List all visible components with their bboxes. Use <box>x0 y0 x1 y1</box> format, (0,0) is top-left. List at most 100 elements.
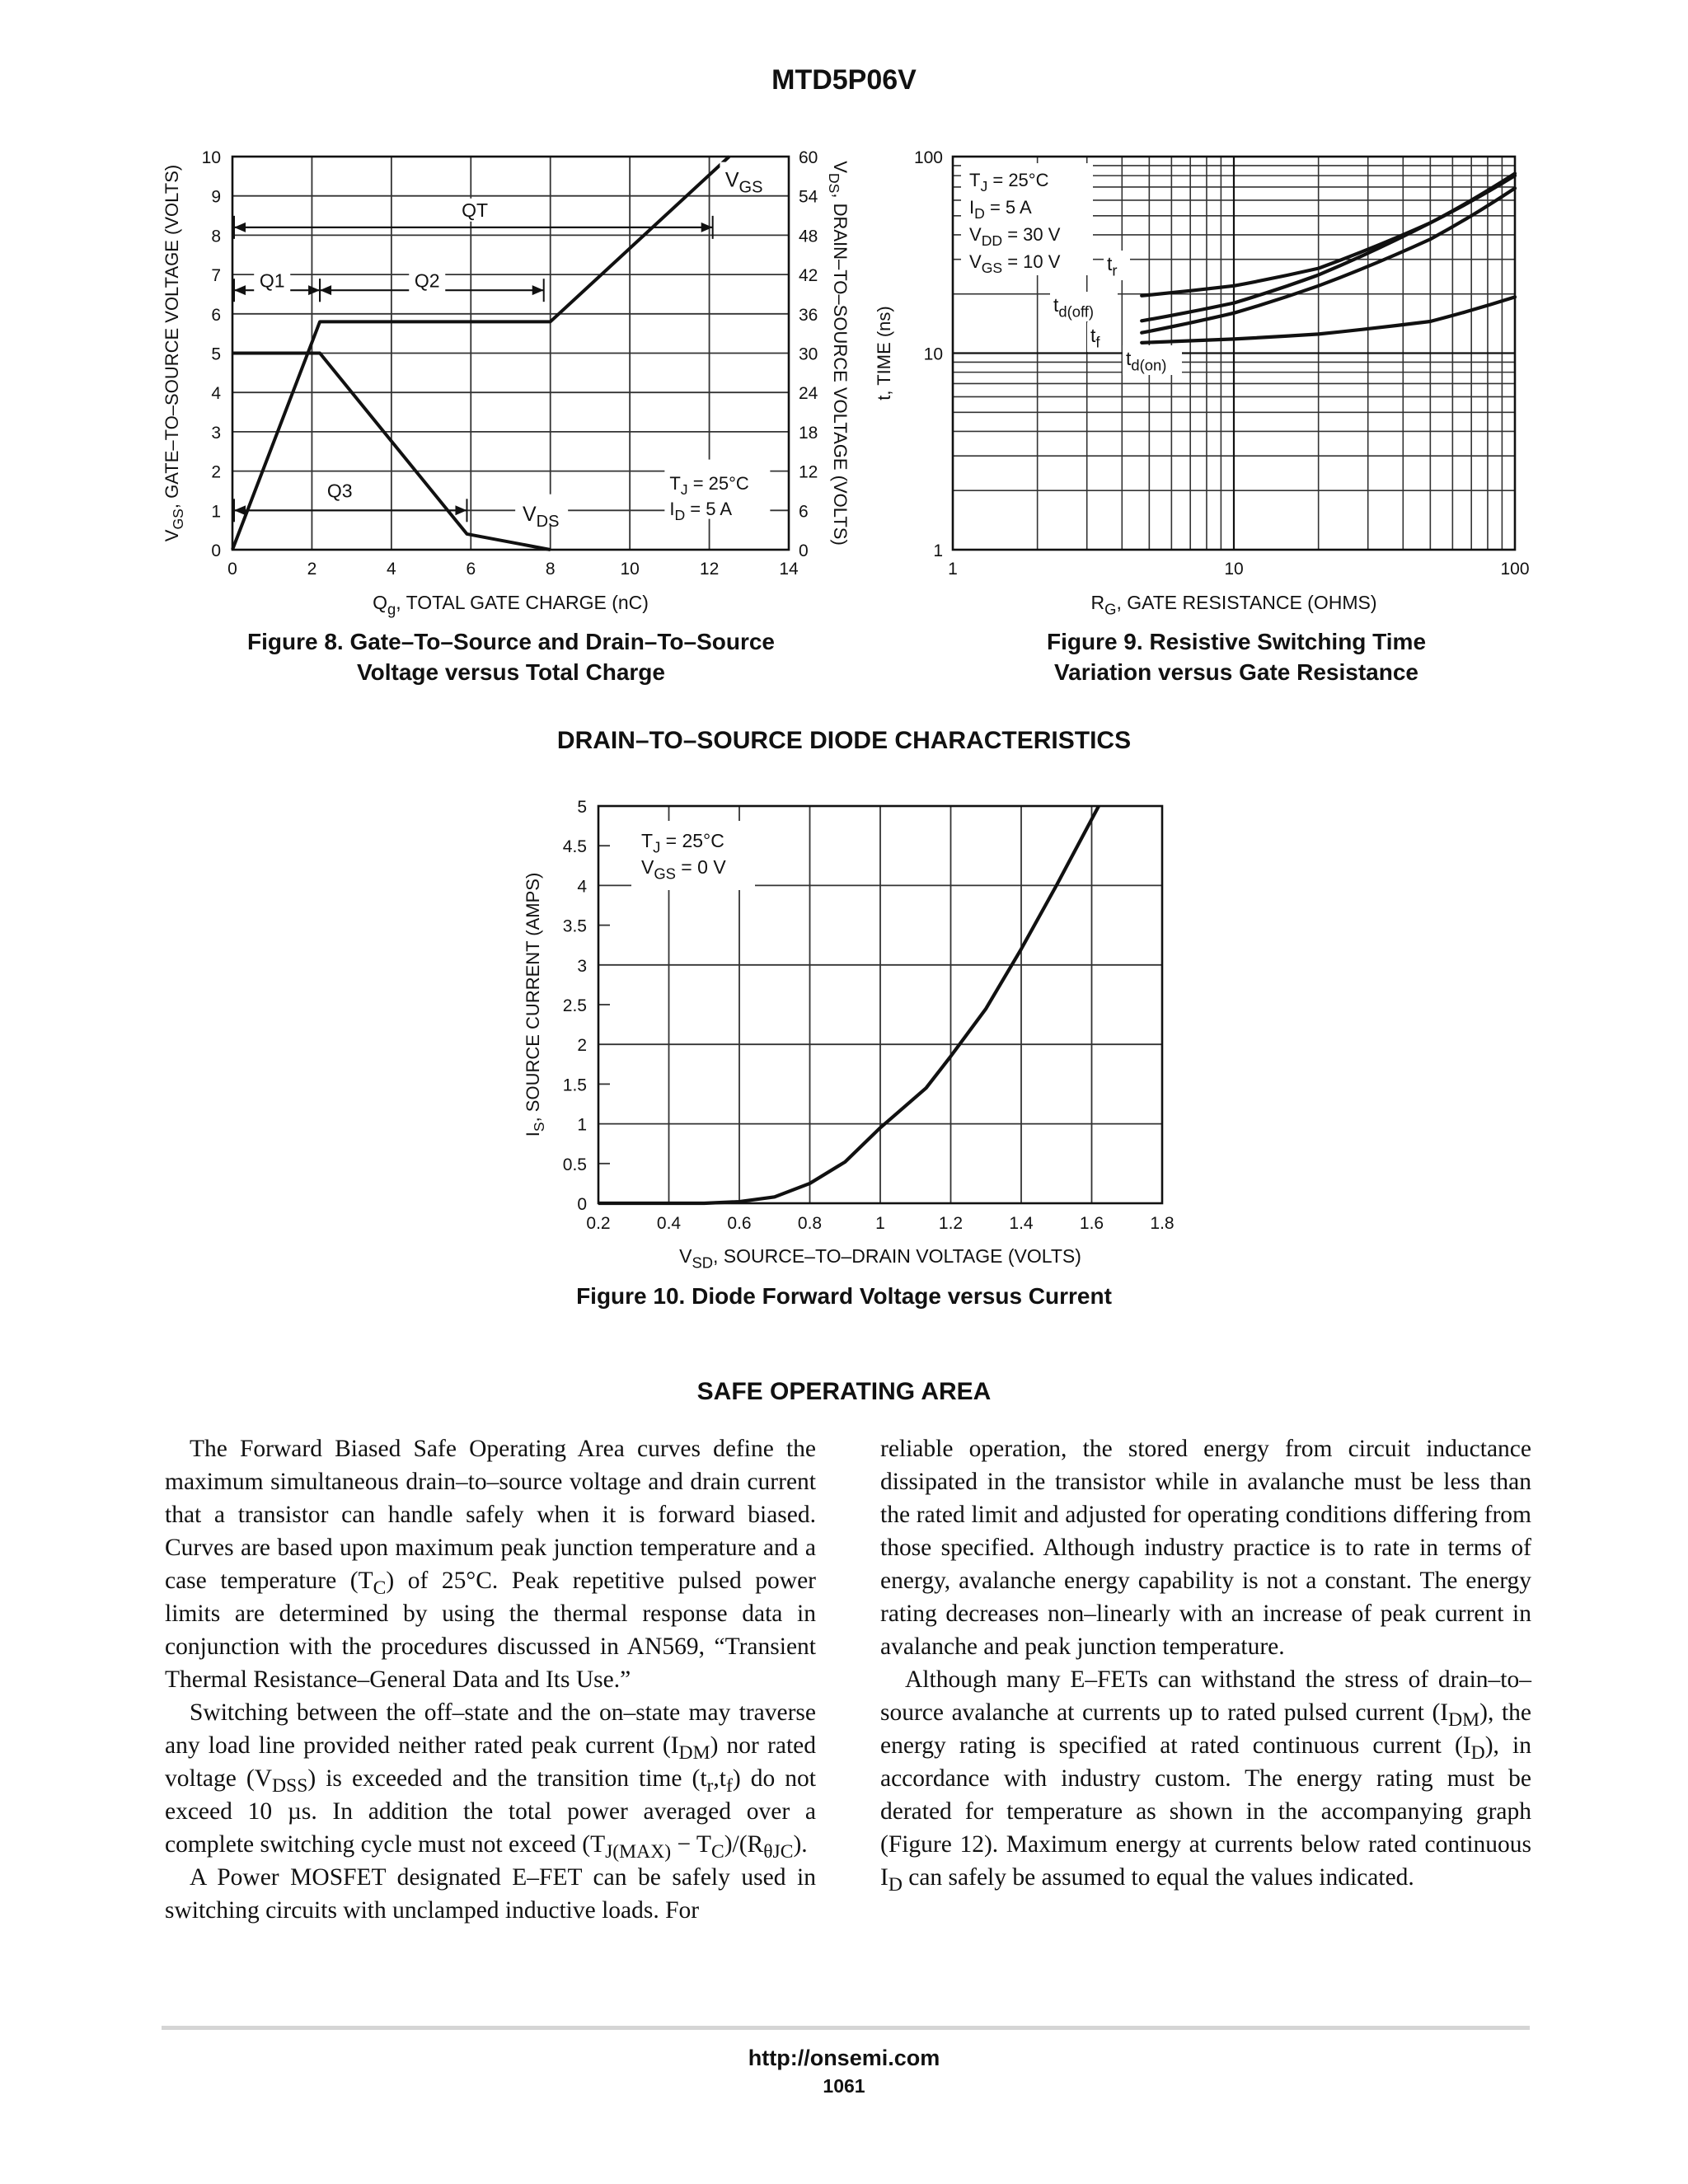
fig8-ytick-label: 8 <box>211 227 221 246</box>
soa-subscript: DSS <box>272 1774 308 1797</box>
fig8-series-vgs <box>231 155 731 551</box>
fig9-ytick-label: 10 <box>924 345 943 364</box>
fig8-cond-bg <box>664 459 771 519</box>
fig8-ytick-label: 5 <box>211 345 221 364</box>
figure9-caption-line1: Figure 9. Resistive Switching Time <box>1046 629 1427 654</box>
fig9-label-tr: tr <box>1107 253 1118 279</box>
fig8-label-vgs-bg <box>720 162 770 192</box>
fig8-label-q3: Q3 <box>327 480 353 501</box>
fig8-xtick-label: 8 <box>546 560 556 579</box>
fig8-ylabel-right: VDS, DRAIN–TO–SOURCE VOLTAGE (VOLTS) <box>826 161 851 546</box>
fig10-cond-1: VGS = 0 V <box>641 856 726 882</box>
diode-section-title: DRAIN–TO–SOURCE DIODE CHARACTERISTICS <box>556 727 1132 754</box>
fig10-xtick-label: 1.4 <box>1009 1214 1034 1233</box>
soa-paragraph: A Power MOSFET designated E–FET can be s… <box>165 1861 816 1927</box>
soa-paragraph: reliable operation, the stored energy fr… <box>880 1432 1531 1663</box>
soa-text: )/(R <box>724 1831 764 1858</box>
page-header-title: MTD5P06V <box>771 64 917 96</box>
footer-url: http://onsemi.com <box>748 2046 940 2070</box>
fig8-ytick-label: 0 <box>211 541 221 560</box>
fig9-ylabel: t, TIME (ns) <box>874 306 894 401</box>
fig10-ytick-label: 3.5 <box>563 917 587 936</box>
fig9-label-tdoff: td(off) <box>1053 294 1094 320</box>
soa-text: ). <box>793 1831 808 1858</box>
fig8-label-vds: VDS <box>523 503 559 531</box>
soa-subscript: D <box>888 1873 903 1896</box>
soa-text: ) do not exceed 10 µs. In addition the t… <box>165 1765 816 1858</box>
fig10-xtick-label: 0.2 <box>586 1214 610 1233</box>
fig10-xtick-label: 0.4 <box>657 1214 682 1233</box>
fig8-cond-tj: TJ = 25°C <box>669 473 749 498</box>
fig9-cond-0: TJ = 25°C <box>969 170 1049 194</box>
fig8-q1-arrow-head-right <box>308 285 321 296</box>
figure9-caption: Figure 9. Resistive Switching Time Varia… <box>923 626 1550 687</box>
fig8-xtick-label: 10 <box>620 560 639 579</box>
fig9-cond-1: ID = 5 A <box>969 197 1032 222</box>
soa-text: − T <box>671 1831 711 1858</box>
fig8-label-qt-bg <box>457 198 494 222</box>
fig9-xlabel: RG, GATE RESISTANCE (OHMS) <box>1091 592 1377 617</box>
fig9-cond-bg <box>961 163 1093 275</box>
fig8-xtick-label: 0 <box>227 560 237 579</box>
soa-text: ) nor rated voltage (V <box>165 1732 816 1792</box>
fig8-y2tick-label: 42 <box>799 266 818 285</box>
fig8-q3-arrow-head-right <box>455 505 467 516</box>
fig8-xtick-label: 2 <box>307 560 317 579</box>
fig8-ytick-label: 2 <box>211 463 221 482</box>
fig8-y2tick-label: 36 <box>799 306 818 325</box>
soa-text: Although many E–FETs can withstand the s… <box>880 1666 1531 1726</box>
fig8-y2tick-label: 30 <box>799 345 818 364</box>
soa-subscript: J(MAX) <box>605 1840 672 1863</box>
fig10-xtick-label: 0.6 <box>727 1214 751 1233</box>
fig10-ytick-label: 4 <box>577 877 587 896</box>
fig8-xtick-label: 14 <box>779 560 799 579</box>
fig10-series-is <box>598 805 1100 1206</box>
fig8-label-vds-bg <box>515 494 569 524</box>
soa-text: Switching between the off–state and the … <box>165 1699 816 1759</box>
fig10-ytick-label: 4.5 <box>563 837 587 856</box>
soa-text: ,t <box>713 1765 726 1792</box>
fig10-cond-0: TJ = 25°C <box>641 830 724 855</box>
soa-paragraph: Switching between the off–state and the … <box>165 1696 816 1863</box>
fig9-xtick-label: 100 <box>1500 560 1529 579</box>
fig8-y2tick-label: 54 <box>799 188 818 207</box>
fig8-y2tick-label: 18 <box>799 424 818 443</box>
fig9-series-tdon <box>1140 295 1517 344</box>
fig8-ytick-label: 7 <box>211 266 221 285</box>
fig8-label-q2-bg <box>409 269 446 293</box>
fig10-cond-bg <box>631 821 755 890</box>
fig8-label-q1-bg <box>254 269 291 293</box>
fig8-ytick-label: 4 <box>211 384 221 403</box>
soa-left-column: The Forward Biased Safe Operating Area c… <box>165 1432 816 1927</box>
fig8-y2tick-label: 48 <box>799 227 818 246</box>
fig9-label-tdoff-bg <box>1050 292 1118 321</box>
figure9-caption-line2: Variation versus Gate Resistance <box>1054 659 1418 685</box>
fig9-frame <box>951 155 1517 551</box>
fig8-qt-arrow-head-left <box>234 222 246 232</box>
fig8-ytick-label: 9 <box>211 188 221 207</box>
soa-text: ), the energy rating is specified at rat… <box>880 1699 1531 1759</box>
fig9-xtick-label: 1 <box>948 560 958 579</box>
fig8-label-qt: QT <box>462 199 488 221</box>
soa-text: The Forward Biased Safe Operating Area c… <box>165 1436 816 1594</box>
fig9-ytick-label: 100 <box>914 148 943 167</box>
soa-subscript: C <box>710 1840 724 1863</box>
fig8-ytick-label: 6 <box>211 306 221 325</box>
figure8-caption-line2: Voltage versus Total Charge <box>357 659 665 685</box>
fig8-y2tick-label: 6 <box>799 502 809 521</box>
fig9-series-tdoff <box>1140 171 1517 323</box>
fig10-xlabel: VSD, SOURCE–TO–DRAIN VOLTAGE (VOLTS) <box>679 1245 1081 1271</box>
fig8-label-q1: Q1 <box>260 270 285 292</box>
fig9-label-tdon-bg <box>1123 345 1182 375</box>
fig10-ylabel: IS, SOURCE CURRENT (AMPS) <box>523 873 547 1137</box>
fig8-ytick-label: 3 <box>211 424 221 443</box>
soa-text: ) is exceeded and the transition time (t <box>307 1765 707 1792</box>
figure10-chart: 0.2 0.4 0.6 0.8 1 1.2 1.4 1.6 1.8 0 0.5 1 1.5 2 2.5 3 3.… <box>523 798 1175 1271</box>
fig8-xtick-label: 6 <box>466 560 476 579</box>
soa-paragraph: Although many E–FETs can withstand the s… <box>880 1663 1531 1896</box>
figure8-caption: Figure 8. Gate–To–Source and Drain–To–So… <box>165 626 857 687</box>
fig10-xtick-label: 1.6 <box>1080 1214 1104 1233</box>
figure10-caption: Figure 10. Diode Forward Voltage versus … <box>576 1283 1112 1309</box>
fig10-xtick-label: 1.8 <box>1150 1214 1174 1233</box>
